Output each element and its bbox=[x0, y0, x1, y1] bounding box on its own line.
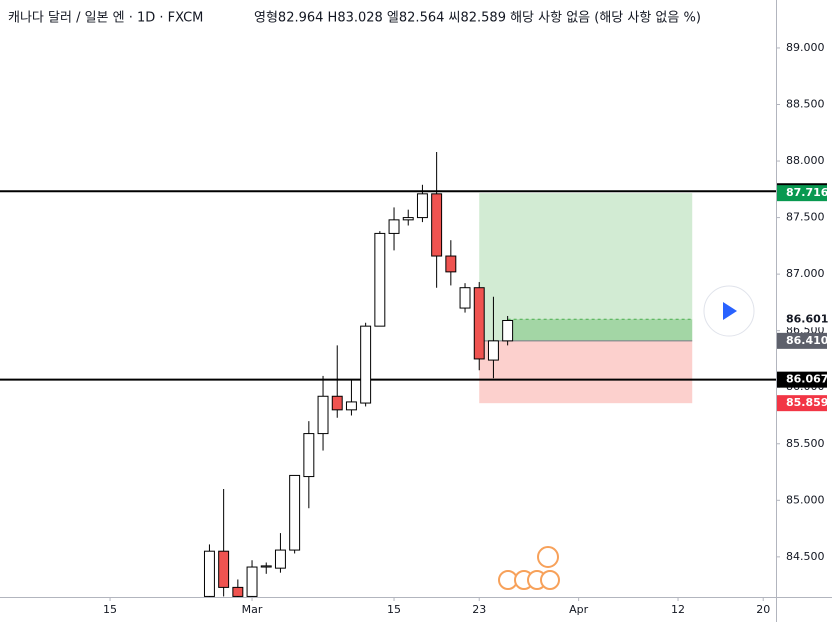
candle-body bbox=[246, 566, 258, 597]
x-tick-label: 15 bbox=[103, 603, 117, 616]
line-price-label-box bbox=[777, 371, 827, 388]
candle-body bbox=[374, 232, 386, 327]
y-tick-label: 88.500 bbox=[786, 97, 825, 110]
target-price-label: 87.716 bbox=[786, 186, 829, 199]
candle-body bbox=[459, 287, 471, 309]
y-tick-label: 85.000 bbox=[786, 493, 825, 506]
candle-body bbox=[203, 550, 215, 597]
ohlc-legend: 영형82.964 H83.028 엘82.564 씨82.589 해당 사항 없… bbox=[254, 11, 701, 26]
candle-body bbox=[388, 219, 400, 234]
candle-body bbox=[360, 325, 372, 404]
stop-price-label: 85.859 bbox=[786, 396, 828, 409]
candle-body bbox=[331, 395, 343, 411]
candle-body bbox=[289, 474, 301, 551]
x-tick-label: 12 bbox=[671, 603, 685, 616]
candle-body bbox=[445, 255, 457, 273]
y-tick-label: 87.000 bbox=[786, 267, 825, 280]
target-price-label-box bbox=[777, 185, 827, 202]
current-price-label: 86.601 bbox=[786, 312, 828, 325]
y-tick-label: 87.500 bbox=[786, 211, 825, 224]
event-icons bbox=[498, 546, 560, 590]
candle-body bbox=[473, 287, 485, 360]
event-icon bbox=[537, 546, 559, 568]
x-tick-label: 23 bbox=[472, 603, 486, 616]
current-price-label-box bbox=[777, 311, 827, 328]
x-tick-label: 20 bbox=[756, 603, 770, 616]
play-icon[interactable] bbox=[723, 302, 737, 320]
y-tick-label: 89.000 bbox=[786, 41, 825, 54]
plot-area bbox=[0, 151, 776, 597]
entry-price-label-box bbox=[777, 332, 827, 349]
x-tick-label: Mar bbox=[242, 603, 263, 616]
symbol-title: 캐나다 달러 / 일본 엔 · 1D · FXCM bbox=[8, 11, 203, 26]
entry-price-label: 86.410 bbox=[786, 334, 829, 347]
stop-price-label-box bbox=[777, 395, 827, 412]
candle-body bbox=[317, 395, 329, 435]
candle-body bbox=[487, 340, 499, 361]
candle-body bbox=[260, 565, 272, 568]
stop-zone bbox=[479, 340, 693, 404]
y-tick-label: 88.000 bbox=[786, 154, 825, 167]
candle-body bbox=[345, 401, 357, 411]
candle-body bbox=[402, 217, 414, 221]
candle-body bbox=[502, 319, 514, 342]
play-button[interactable] bbox=[703, 285, 755, 337]
x-tick-label: 15 bbox=[387, 603, 401, 616]
candle-body bbox=[303, 433, 315, 478]
line-price-label: 86.067 bbox=[786, 373, 828, 386]
x-tick-label: Apr bbox=[569, 603, 589, 616]
candle-body bbox=[218, 550, 230, 588]
y-tick-label: 85.500 bbox=[786, 437, 825, 450]
y-tick-label: 84.500 bbox=[786, 550, 825, 563]
candle-body bbox=[232, 586, 244, 597]
target-zone bbox=[479, 193, 693, 341]
candle-body bbox=[431, 193, 443, 257]
candle-body bbox=[416, 193, 428, 219]
event-icon bbox=[540, 570, 560, 590]
open-profit-zone bbox=[507, 319, 693, 341]
candle-body bbox=[274, 549, 286, 569]
